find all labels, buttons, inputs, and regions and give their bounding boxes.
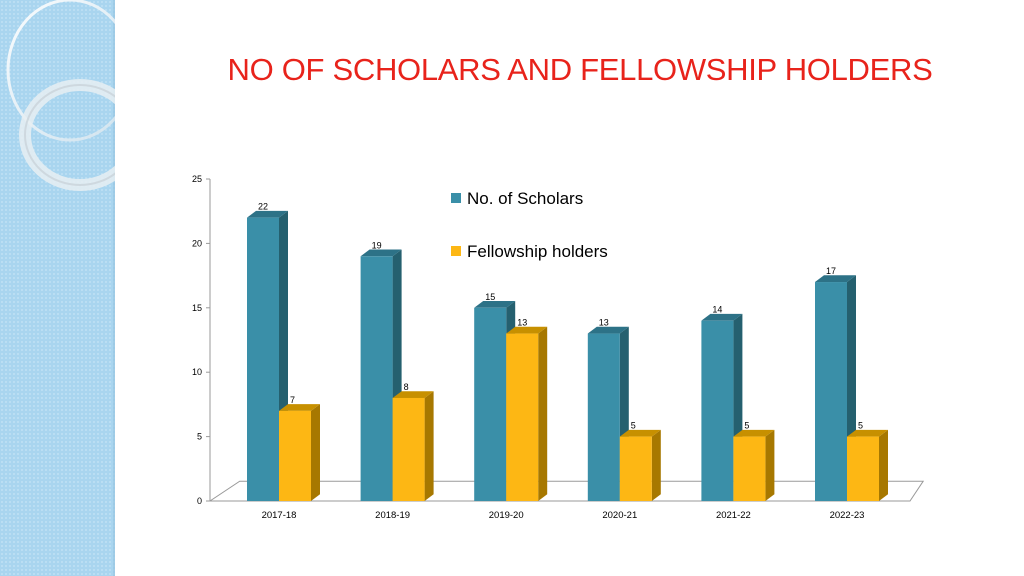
bar-front xyxy=(392,397,425,501)
bar-side xyxy=(651,429,661,501)
x-tick-label: 2022-23 xyxy=(830,510,865,521)
y-tick-label: 15 xyxy=(192,303,202,313)
bar-front xyxy=(360,256,393,501)
bar-top xyxy=(506,326,548,334)
bar-front xyxy=(733,436,766,501)
bar-front xyxy=(815,282,847,501)
data-label: 15 xyxy=(485,292,495,302)
y-tick-label: 25 xyxy=(192,174,202,184)
data-label: 7 xyxy=(290,395,295,405)
chart-labels: 22 7 2017-18 19 8 2018-19 15 13 2019-20 13 5 2020-2… xyxy=(258,202,864,521)
decorative-ring xyxy=(24,84,115,186)
x-tick-label: 2019-20 xyxy=(489,510,524,521)
x-tick-label: 2021-22 xyxy=(716,510,751,521)
bar-front xyxy=(474,307,507,501)
bar-front xyxy=(506,333,539,501)
data-label: 17 xyxy=(826,266,836,276)
decorative-ring xyxy=(6,0,115,142)
bar-front xyxy=(847,436,879,501)
chart-bars xyxy=(247,210,888,501)
bar-top xyxy=(587,326,629,334)
legend-label-fellowship: Fellowship holders xyxy=(467,242,608,261)
slide-title: NO OF SCHOLARS AND FELLOWSHIP HOLDERS xyxy=(227,52,933,87)
legend-swatch-scholars xyxy=(451,193,461,203)
data-label: 13 xyxy=(517,318,527,328)
bar-fellowship xyxy=(392,391,434,501)
data-label: 13 xyxy=(599,318,609,328)
bar-front xyxy=(247,217,279,501)
x-tick-label: 2020-21 xyxy=(602,510,637,521)
bar-top xyxy=(847,429,888,437)
data-label: 22 xyxy=(258,202,268,212)
data-label: 8 xyxy=(404,382,409,392)
y-tick-label: 5 xyxy=(197,432,202,442)
bar-top xyxy=(815,275,856,283)
bar-scholars xyxy=(360,249,402,501)
bar-top xyxy=(474,301,516,308)
bar-side xyxy=(765,429,775,501)
bar-top xyxy=(360,249,402,257)
data-label: 5 xyxy=(744,421,749,431)
data-label: 19 xyxy=(372,240,382,250)
bar-top xyxy=(701,313,743,321)
decorative-side-panel xyxy=(0,0,115,576)
bar-fellowship xyxy=(506,326,548,501)
data-label: 5 xyxy=(631,421,636,431)
bar-fellowship xyxy=(279,404,320,501)
chart-legend: No. of Scholars Fellowship holders xyxy=(451,189,608,261)
bar-top xyxy=(619,429,661,437)
y-tick-label: 20 xyxy=(192,238,202,248)
bar-front xyxy=(701,320,734,501)
bar-scholars xyxy=(815,275,856,501)
y-tick-label: 10 xyxy=(192,367,202,377)
legend-swatch-fellowship xyxy=(451,246,461,256)
bar-top xyxy=(247,210,288,218)
bar-front xyxy=(279,410,311,501)
bar-side xyxy=(879,429,888,501)
legend-label-scholars: No. of Scholars xyxy=(467,189,583,208)
x-tick-label: 2018-19 xyxy=(375,510,410,521)
bar-front xyxy=(587,333,620,501)
data-label: 14 xyxy=(712,305,722,315)
bar-fellowship xyxy=(733,429,775,501)
y-tick-label: 0 xyxy=(197,496,202,506)
bar-side xyxy=(311,404,320,501)
data-label: 5 xyxy=(858,421,863,431)
bar-top xyxy=(392,391,434,398)
x-tick-label: 2017-18 xyxy=(262,510,297,521)
bar-side xyxy=(538,326,548,501)
bar-front xyxy=(619,436,652,501)
bar-side xyxy=(424,391,434,501)
bar-top xyxy=(733,429,775,437)
bar-top xyxy=(279,404,320,411)
bar-fellowship xyxy=(619,429,661,501)
bar-fellowship xyxy=(847,429,888,501)
